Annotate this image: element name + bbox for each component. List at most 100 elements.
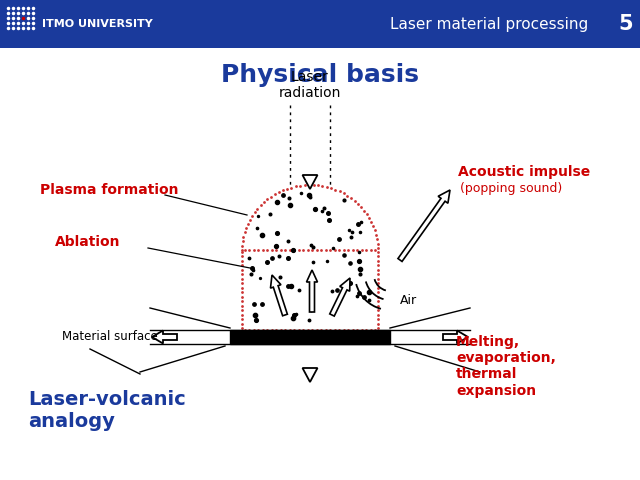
Text: Acoustic impulse: Acoustic impulse (458, 165, 590, 179)
Point (280, 246, 291, 254)
Point (312, 326, 322, 334)
Point (239, 228, 250, 236)
Point (370, 227, 380, 234)
Text: Laser material processing: Laser material processing (390, 16, 588, 32)
Text: Ablation: Ablation (55, 235, 120, 249)
Point (298, 326, 308, 334)
Point (330, 326, 340, 334)
Point (240, 246, 250, 254)
Point (343, 326, 353, 334)
Point (303, 246, 313, 254)
Polygon shape (271, 275, 287, 316)
Text: 5: 5 (618, 14, 632, 34)
Point (237, 241, 247, 249)
Point (356, 204, 366, 211)
Point (293, 326, 303, 334)
Point (373, 320, 383, 328)
Text: Physical basis: Physical basis (221, 63, 419, 87)
Point (237, 320, 247, 327)
Point (237, 270, 247, 278)
Point (255, 202, 266, 209)
Point (262, 326, 272, 334)
Point (316, 246, 326, 254)
Point (244, 216, 255, 224)
Point (271, 326, 281, 334)
Point (284, 326, 294, 334)
Point (258, 246, 268, 254)
Point (373, 316, 383, 324)
Point (267, 246, 277, 254)
Polygon shape (443, 331, 468, 344)
Point (339, 190, 349, 197)
Point (335, 188, 345, 195)
Point (262, 246, 273, 254)
Point (373, 311, 383, 319)
Point (237, 311, 247, 318)
Point (373, 244, 383, 252)
Point (237, 315, 247, 323)
Point (273, 189, 284, 196)
Point (237, 324, 247, 332)
Point (325, 246, 335, 254)
Point (237, 275, 247, 282)
Point (373, 275, 383, 283)
Point (252, 205, 262, 213)
Point (317, 182, 328, 190)
Point (372, 240, 383, 247)
Point (257, 326, 268, 334)
Point (366, 218, 376, 226)
Point (237, 284, 247, 291)
Point (282, 185, 292, 192)
Point (237, 261, 247, 269)
Text: Air: Air (400, 293, 417, 307)
Point (275, 326, 285, 334)
Point (289, 246, 300, 254)
Point (243, 220, 253, 228)
Point (368, 222, 378, 230)
Point (362, 211, 372, 218)
Point (352, 326, 362, 334)
Point (334, 326, 344, 334)
Point (312, 246, 322, 254)
Polygon shape (330, 278, 350, 316)
Point (357, 246, 367, 254)
Point (244, 326, 254, 334)
Point (371, 231, 381, 239)
Point (373, 257, 383, 265)
Point (325, 326, 335, 334)
Point (237, 306, 247, 314)
Point (373, 284, 383, 292)
Point (361, 326, 371, 334)
Point (266, 326, 276, 334)
Point (373, 293, 383, 301)
Point (365, 326, 376, 334)
Point (371, 246, 381, 254)
Point (316, 326, 326, 334)
Text: ITMO UNIVERSITY: ITMO UNIVERSITY (42, 19, 153, 29)
Point (313, 181, 323, 189)
Point (307, 326, 317, 334)
Point (259, 199, 269, 206)
Point (373, 288, 383, 296)
Point (271, 246, 282, 254)
Point (237, 248, 247, 255)
Point (237, 252, 247, 260)
Text: Melting,
evaporation,
thermal
expansion: Melting, evaporation, thermal expansion (456, 335, 556, 397)
Point (300, 181, 310, 189)
Point (373, 271, 383, 278)
Point (373, 266, 383, 274)
Point (373, 302, 383, 310)
Point (298, 246, 308, 254)
Polygon shape (152, 331, 177, 344)
Point (362, 246, 372, 254)
Point (304, 181, 314, 189)
Point (372, 235, 382, 243)
Point (237, 293, 247, 300)
Point (285, 246, 295, 254)
Point (326, 184, 337, 192)
Text: (popping sound): (popping sound) (460, 182, 563, 195)
Point (237, 237, 248, 245)
Text: Material surface: Material surface (62, 331, 157, 344)
Point (334, 246, 344, 254)
Point (322, 183, 332, 191)
